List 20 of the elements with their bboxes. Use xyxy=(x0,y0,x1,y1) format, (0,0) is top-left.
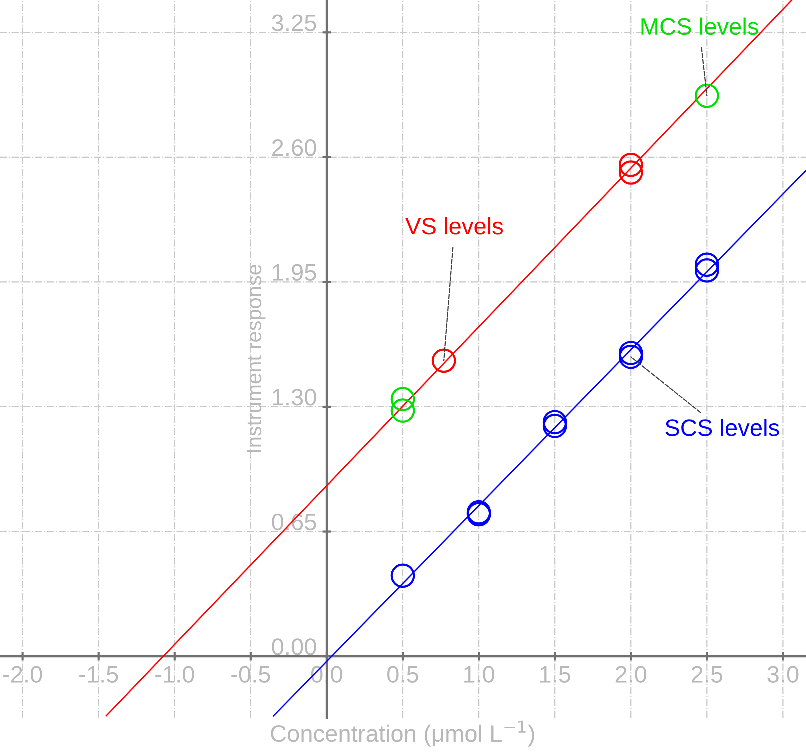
annotation: MCS levels xyxy=(642,18,758,36)
y-tick-label: 1.30 xyxy=(273,389,316,406)
y-tick-label: 2.60 xyxy=(272,139,316,156)
x-tick-label: 2.0 xyxy=(616,666,647,683)
y-tick-label: 1.95 xyxy=(273,264,316,281)
y-tick-label: 3.25 xyxy=(272,14,316,32)
x-axis-title: Concentration (μmol L$^{−1}$) xyxy=(271,720,534,747)
x-tick-label: 0.5 xyxy=(388,666,418,683)
x-tick-label: 1.5 xyxy=(540,666,570,683)
x-tick-label: -2.0 xyxy=(4,666,42,683)
x-tick-label: -1.0 xyxy=(156,666,194,683)
x-tick-label: 2.5 xyxy=(692,666,723,683)
annotation: SCS levels xyxy=(666,419,780,436)
x-tick-label: 1.0 xyxy=(464,666,495,683)
x-tick-label: 3.0 xyxy=(768,666,799,683)
y-tick-label: 0.00 xyxy=(272,638,316,656)
x-tick-label: -0.5 xyxy=(232,666,270,683)
annotation: VS levels xyxy=(406,217,504,235)
y-axis-title: Instrument response xyxy=(247,264,266,452)
x-tick-label: -1.5 xyxy=(80,666,118,683)
